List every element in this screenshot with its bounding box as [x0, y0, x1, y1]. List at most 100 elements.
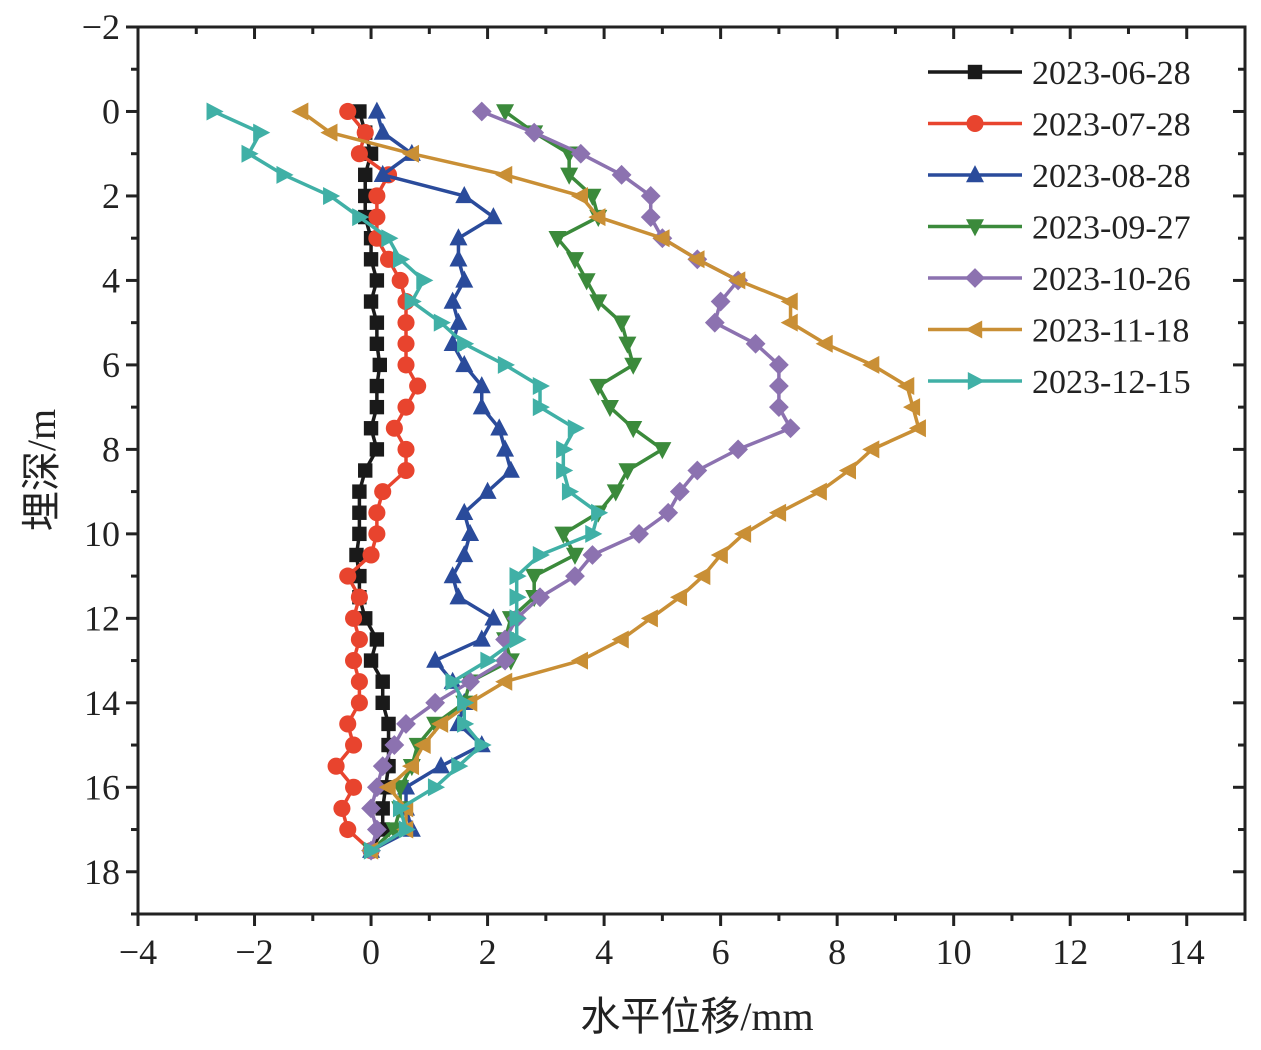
data-point-triangle-left — [815, 334, 833, 353]
data-point-circle — [327, 757, 345, 775]
data-point-triangle-down — [618, 336, 637, 354]
data-point-triangle-right — [241, 144, 259, 163]
data-point-triangle-left — [640, 609, 658, 628]
x-axis-label: 水平位移/mm — [580, 994, 813, 1039]
data-point-triangle-up — [472, 376, 491, 394]
x-tick-label: 0 — [362, 932, 380, 972]
data-point-diamond — [658, 502, 679, 523]
data-point-triangle-right — [445, 672, 463, 691]
data-point-triangle-down — [618, 463, 637, 481]
data-point-diamond — [565, 566, 585, 586]
data-point-triangle-up — [472, 629, 491, 647]
data-point-triangle-right — [509, 588, 527, 607]
data-point-square — [363, 252, 379, 267]
data-point-triangle-left — [728, 271, 746, 290]
data-point-triangle-right — [509, 567, 527, 586]
data-point-triangle-left — [838, 461, 857, 480]
legend-marker-triangle-left — [965, 320, 983, 339]
data-point-circle — [368, 525, 386, 543]
y-tick-label: −2 — [82, 7, 120, 47]
y-tick-label: 6 — [102, 345, 120, 385]
legend-marker-triangle-down — [966, 219, 984, 237]
data-point-square — [358, 611, 373, 626]
data-point-circle — [345, 736, 363, 754]
data-point-square — [369, 273, 385, 288]
data-point-triangle-down — [496, 104, 515, 122]
data-point-square — [363, 653, 379, 668]
data-point-triangle-up — [490, 418, 509, 436]
data-point-square — [369, 632, 385, 647]
data-point-triangle-down — [624, 421, 643, 439]
data-point-triangle-down — [565, 252, 584, 270]
data-point-square — [369, 315, 385, 330]
series-2023-11-18 — [291, 102, 926, 860]
data-point-triangle-right — [416, 271, 434, 290]
data-point-circle — [397, 314, 415, 332]
data-point-triangle-left — [320, 123, 338, 142]
data-point-triangle-left — [588, 208, 606, 227]
data-point-diamond — [396, 714, 416, 734]
data-point-diamond — [640, 207, 661, 227]
data-point-circle — [350, 588, 368, 606]
data-point-circle — [385, 419, 403, 437]
x-tick-label: 14 — [1169, 932, 1205, 972]
data-point-triangle-left — [413, 736, 431, 755]
data-point-triangle-left — [401, 144, 420, 163]
series-2023-09-27 — [362, 104, 672, 861]
data-point-circle — [350, 694, 368, 712]
data-point-circle — [339, 567, 357, 585]
data-point-triangle-up — [501, 460, 520, 478]
legend-entry: 2023-08-28 — [928, 158, 1191, 195]
data-point-triangle-right — [480, 651, 498, 670]
data-point-diamond — [524, 122, 545, 143]
data-point-square — [352, 104, 367, 119]
x-tick-label: 4 — [595, 932, 613, 972]
data-point-triangle-down — [653, 442, 672, 460]
data-point-triangle-right — [433, 313, 451, 332]
data-point-square — [363, 146, 379, 161]
data-point-triangle-right — [509, 609, 527, 628]
data-point-circle — [409, 377, 427, 395]
data-point-triangle-down — [606, 484, 625, 502]
data-point-diamond — [629, 523, 649, 544]
legend-entry: 2023-06-28 — [928, 55, 1191, 92]
data-point-circle — [345, 652, 363, 670]
data-point-circle — [397, 356, 415, 374]
legend-marker-circle — [966, 114, 984, 133]
x-tick-label: −2 — [235, 932, 273, 972]
data-point-diamond — [611, 164, 632, 185]
data-point-triangle-up — [455, 545, 474, 563]
legend-label: 2023-08-28 — [1032, 158, 1191, 195]
legend-entry: 2023-11-18 — [928, 313, 1189, 350]
data-point-triangle-left — [652, 229, 670, 248]
data-point-square — [352, 484, 367, 499]
data-point-diamond — [425, 692, 446, 713]
data-point-circle — [374, 483, 392, 501]
data-point-circle — [397, 440, 415, 458]
data-point-diamond — [366, 777, 387, 798]
data-point-triangle-left — [401, 757, 420, 776]
data-point-diamond — [530, 587, 550, 608]
data-point-circle — [339, 715, 357, 733]
data-point-diamond — [704, 312, 725, 333]
data-point-triangle-right — [474, 736, 492, 755]
data-point-triangle-left — [570, 651, 588, 670]
data-point-triangle-left — [903, 398, 921, 417]
series-group — [206, 101, 926, 861]
legend-entry: 2023-09-27 — [928, 210, 1191, 247]
data-point-triangle-up — [455, 355, 474, 373]
data-point-triangle-left — [495, 165, 513, 184]
data-point-triangle-up — [449, 228, 468, 246]
data-point-triangle-down — [525, 568, 544, 586]
data-point-triangle-up — [443, 566, 462, 584]
legend-marker-square — [967, 64, 983, 80]
y-tick-label: 10 — [84, 514, 120, 554]
data-point-diamond — [745, 333, 766, 354]
x-tick-label: 10 — [936, 932, 972, 972]
data-point-triangle-right — [392, 250, 411, 269]
data-point-triangle-left — [693, 567, 711, 586]
data-point-triangle-down — [589, 294, 608, 312]
data-point-circle — [368, 208, 386, 226]
data-point-triangle-up — [431, 756, 450, 774]
data-point-triangle-right — [509, 630, 527, 649]
